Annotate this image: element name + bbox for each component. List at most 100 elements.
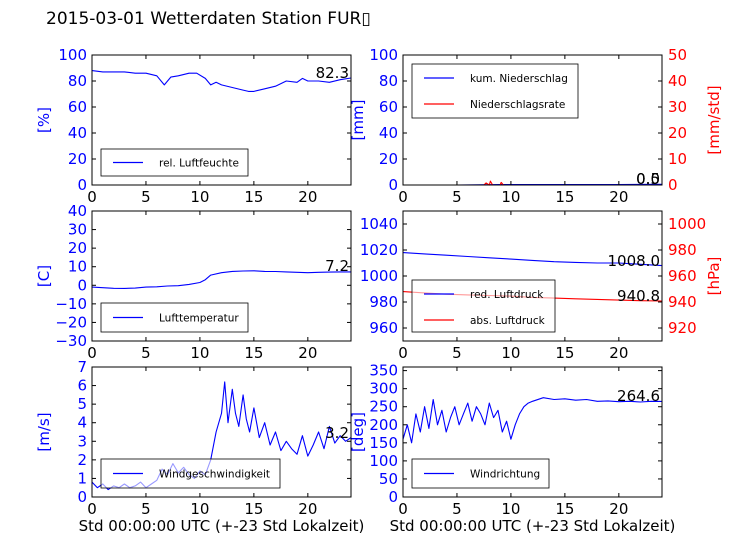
y-tick-label: 0	[388, 488, 398, 506]
x-tick-label: 20	[609, 500, 628, 518]
x-tick-label: 10	[190, 500, 209, 518]
x-tick-label: 0	[87, 188, 97, 206]
x-tick-label: 15	[555, 188, 574, 206]
y-tick-label: 3	[77, 432, 87, 450]
last-value-label: 1008.0	[608, 252, 661, 270]
last-value-label: 0.0	[636, 170, 660, 188]
legend-label: Windgeschwindigkeit	[159, 469, 270, 481]
legend-label: Lufttemperatur	[159, 313, 239, 325]
panel-temperature: 0 5 10 15 20−30−20−10010203040[C]Lufttempera…	[35, 202, 352, 362]
x-tick-label: 0	[87, 344, 97, 362]
x-tick-label: 5	[141, 500, 151, 518]
y-axis-label-right: [hPa]	[705, 257, 723, 296]
x-tick-label: 20	[609, 188, 628, 206]
y-tick-label: 100	[369, 452, 398, 470]
x-axis-label: Std 00:00:00 UTC (+-23 Std Lokalzeit)	[79, 517, 365, 535]
y-tick-label: −30	[55, 332, 87, 350]
y-right-tick-label: 50	[668, 46, 687, 64]
y-tick-label: 100	[58, 46, 87, 64]
legend-label: kum. Niederschlag	[470, 73, 568, 85]
page-title: 2015-03-01 Wetterdaten Station FUR▯	[46, 9, 371, 29]
y-tick-label: 10	[68, 258, 87, 276]
y-tick-label: −10	[55, 295, 87, 313]
y-right-tick-label: 20	[668, 124, 687, 142]
x-tick-label: 0	[398, 344, 408, 362]
x-tick-label: 15	[244, 188, 263, 206]
y-tick-label: 0	[77, 488, 87, 506]
last-value-label: 82.3	[316, 64, 349, 82]
y-tick-label: 50	[379, 470, 398, 488]
legend-label: abs. Luftdruck	[470, 315, 546, 327]
y-axis-label: [%]	[35, 107, 53, 133]
y-right-tick-label: 960	[668, 267, 697, 285]
legend-box	[411, 63, 579, 119]
y-right-tick-label: 1000	[668, 215, 706, 233]
panel-pressure: 0 5 10 15 20 960 980 1000 1020 1040 920 940 960 980 10…	[360, 210, 723, 362]
y-right-tick-label: 10	[668, 150, 687, 168]
y-right-tick-label: 40	[668, 72, 687, 90]
x-tick-label: 20	[609, 344, 628, 362]
y-tick-label: 350	[369, 362, 398, 380]
y-tick-label: 0	[77, 276, 87, 294]
y-tick-label: 4	[77, 414, 87, 432]
last-value-label: 0.5	[636, 170, 660, 188]
x-tick-label: 5	[452, 188, 462, 206]
y-right-tick-label: 0	[668, 176, 678, 194]
x-tick-label: 15	[244, 500, 263, 518]
x-tick-label: 15	[555, 344, 574, 362]
plot-frame-windspeed	[91, 366, 352, 498]
y-tick-label: 1	[77, 469, 87, 487]
y-tick-label: 250	[369, 398, 398, 416]
y-tick-label: 60	[379, 98, 398, 116]
x-tick-label: 0	[87, 500, 97, 518]
x-tick-label: 10	[501, 500, 520, 518]
y-tick-label: 200	[369, 416, 398, 434]
y-tick-label: 0	[77, 176, 87, 194]
legend-label: rel. Luftfeuchte	[159, 158, 239, 170]
last-value-label: 7.2	[325, 257, 349, 275]
y-axis-label: [deg]	[349, 412, 367, 452]
panel-humidity: 0 5 10 15 20 0 20 40 60 80 100 [%] rel. Luftfeuchte 8…	[35, 46, 352, 206]
series-line-pressure-0	[402, 252, 663, 267]
x-tick-label: 5	[141, 344, 151, 362]
y-tick-label: 100	[369, 46, 398, 64]
y-tick-label: 1040	[360, 215, 398, 233]
y-tick-label: 60	[68, 98, 87, 116]
legend-label: Niederschlagsrate	[470, 99, 565, 111]
x-tick-label: 5	[452, 344, 462, 362]
x-tick-label: 5	[452, 500, 462, 518]
x-tick-label: 10	[501, 188, 520, 206]
y-axis-label: [m/s]	[35, 412, 53, 451]
panel-precipitation: 0 5 10 15 20 0 20 40 60 80 100 0 10 20 30 40 50 [mm] [mm/s…	[349, 46, 723, 206]
plot-frame-winddirection	[402, 366, 663, 498]
y-tick-label: −20	[55, 313, 87, 331]
x-tick-label: 0	[398, 188, 408, 206]
last-value-label: 264.6	[617, 387, 660, 405]
series-line-winddirection-0	[402, 397, 663, 444]
last-value-label: 940.8	[617, 287, 660, 305]
y-right-tick-label: 30	[668, 98, 687, 116]
y-tick-label: 6	[77, 377, 87, 395]
y-axis-label-right: [mm/std]	[705, 85, 723, 154]
y-tick-label: 40	[68, 124, 87, 142]
y-tick-label: 5	[77, 395, 87, 413]
x-tick-label: 15	[555, 500, 574, 518]
x-tick-label: 20	[298, 188, 317, 206]
legend-box	[411, 279, 556, 333]
legend-label: red. Luftdruck	[470, 289, 544, 301]
y-tick-label: 0	[388, 176, 398, 194]
x-tick-label: 20	[298, 500, 317, 518]
legend-label: Windrichtung	[470, 469, 540, 481]
y-right-tick-label: 940	[668, 293, 697, 311]
last-value-label: 3.2	[325, 424, 349, 442]
x-tick-label: 5	[141, 188, 151, 206]
x-tick-label: 10	[501, 344, 520, 362]
x-axis-label: Std 00:00:00 UTC (+-23 Std Lokalzeit)	[390, 517, 676, 535]
y-tick-label: 300	[369, 380, 398, 398]
y-tick-label: 80	[379, 72, 398, 90]
plot-frame-temperature	[91, 210, 352, 342]
y-tick-label: 1000	[360, 267, 398, 285]
x-tick-label: 10	[190, 188, 209, 206]
